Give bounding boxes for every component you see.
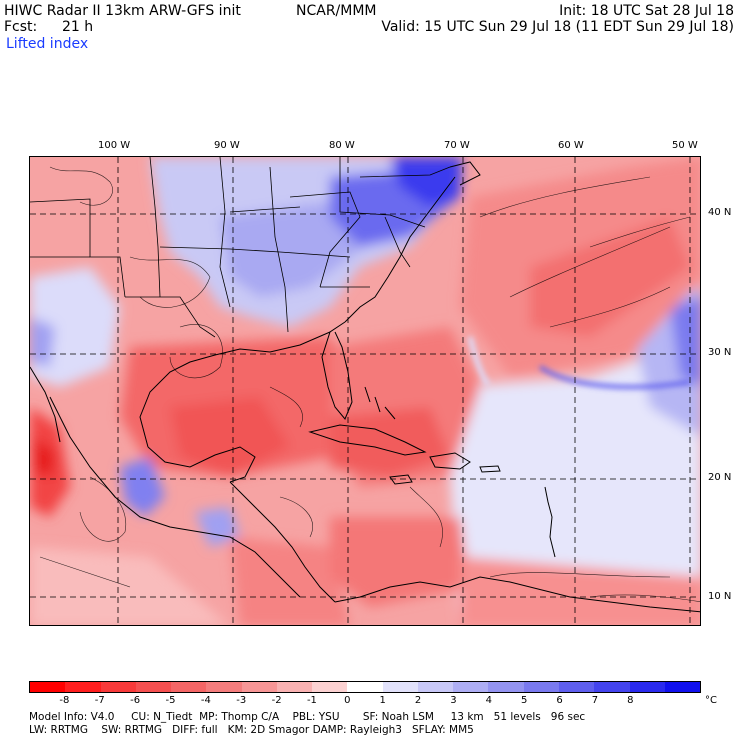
lat-label: 20 N xyxy=(708,472,732,483)
political-borders xyxy=(30,157,451,338)
colorbar-tick-label: 6 xyxy=(556,695,563,706)
colorbar-segment xyxy=(135,682,172,692)
colorbar-segment xyxy=(558,682,595,692)
colorbar-tick-label: -6 xyxy=(130,695,141,706)
colorbar-segment xyxy=(347,682,383,692)
colorbar-tick-label: -4 xyxy=(200,695,211,706)
map-canvas xyxy=(30,157,700,625)
colorbar-tick-label: 7 xyxy=(591,695,599,706)
colorbar-segment xyxy=(594,682,630,692)
colorbar-segment xyxy=(488,682,524,692)
lon-label: 70 W xyxy=(444,140,470,151)
colorbar-tick-label: 5 xyxy=(520,695,528,706)
lon-label: 100 W xyxy=(98,140,131,151)
colorbar-tick-label: -1 xyxy=(306,695,317,706)
colorbar-tick-label: 8 xyxy=(627,695,634,706)
lat-label: 30 N xyxy=(708,347,732,358)
model-info-line1: Model Info: V4.0 CU: N_Tiedt MP: Thomp C… xyxy=(29,711,586,723)
model-title: HIWC Radar II 13km ARW-GFS init xyxy=(4,3,241,19)
field-shading xyxy=(30,157,700,625)
colorbar-tick-label: 1 xyxy=(379,695,386,706)
colorbar-segment xyxy=(382,682,418,692)
colorbar-tick-label: 0 xyxy=(344,695,351,706)
lat-lon-grid xyxy=(30,157,700,625)
lon-label: 50 W xyxy=(672,140,698,151)
init-time: Init: 18 UTC Sat 28 Jul 18 xyxy=(559,3,734,19)
colorbar-tick-label: -2 xyxy=(271,695,282,706)
field-streak xyxy=(467,336,691,389)
field-name: Lifted index xyxy=(6,36,89,52)
colorbar-segment xyxy=(276,682,313,692)
colorbar-tick-label: 2 xyxy=(414,695,422,706)
colorbar-segment xyxy=(171,682,207,692)
colorbar-segment xyxy=(312,682,348,692)
colorbar-segment xyxy=(629,682,665,692)
colorbar-tick-label: -5 xyxy=(165,695,176,706)
colorbar-segment xyxy=(100,682,136,692)
lat-label: 40 N xyxy=(708,207,732,218)
colorbar-segment xyxy=(453,682,489,692)
organization-label: NCAR/MMM xyxy=(296,3,377,19)
colorbar-segment xyxy=(241,682,277,692)
colorbar-segment xyxy=(206,682,242,692)
coastlines xyxy=(30,161,700,613)
model-info-line2: LW: RRTMG SW: RRTMG DIFF: full KM: 2D Sm… xyxy=(29,724,474,736)
colorbar-tick-label: -7 xyxy=(94,695,105,706)
colorbar xyxy=(29,681,701,693)
colorbar-tick-label: 3 xyxy=(450,695,457,706)
lifted-index-map xyxy=(29,156,701,626)
colorbar-segment xyxy=(523,682,559,692)
valid-time: Valid: 15 UTC Sun 29 Jul 18 (11 EDT Sun … xyxy=(381,19,734,35)
forecast-hour-value: 21 h xyxy=(62,19,94,35)
lon-label: 60 W xyxy=(558,140,584,151)
colorbar-segment xyxy=(65,682,101,692)
colorbar-segment xyxy=(30,682,66,692)
colorbar-unit: °C xyxy=(705,695,717,706)
lat-label: 10 N xyxy=(708,591,732,602)
colorbar-tick-label: -3 xyxy=(236,695,247,706)
colorbar-tick-label: -8 xyxy=(59,695,70,706)
colorbar-tick-label: 4 xyxy=(485,695,492,706)
colorbar-segment xyxy=(664,682,701,692)
contour-lines xyxy=(39,166,700,602)
lon-label: 80 W xyxy=(329,140,355,151)
lon-label: 90 W xyxy=(214,140,240,151)
forecast-hour-label: Fcst: xyxy=(4,19,38,35)
colorbar-segment xyxy=(417,682,454,692)
